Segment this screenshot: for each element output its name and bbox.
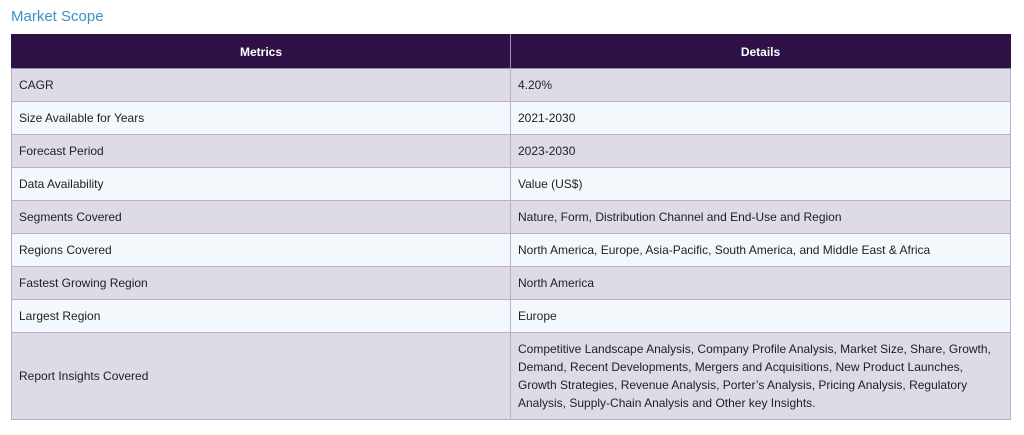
market-scope-table: Metrics Details CAGR 4.20% Size Availabl… <box>11 34 1011 420</box>
detail-cell: 2021-2030 <box>510 101 1011 135</box>
detail-cell: Competitive Landscape Analysis, Company … <box>510 332 1011 420</box>
table-row: Segments Covered Nature, Form, Distribut… <box>11 200 1011 234</box>
metric-cell: Segments Covered <box>11 200 511 234</box>
table-row: Largest Region Europe <box>11 299 1011 333</box>
metric-cell: Regions Covered <box>11 233 511 267</box>
table-row: CAGR 4.20% <box>11 68 1011 102</box>
detail-cell: North America <box>510 266 1011 300</box>
metric-cell: Data Availability <box>11 167 511 201</box>
metric-cell: Size Available for Years <box>11 101 511 135</box>
detail-cell: Value (US$) <box>510 167 1011 201</box>
table-row: Regions Covered North America, Europe, A… <box>11 233 1011 267</box>
column-header-metrics: Metrics <box>11 34 511 69</box>
section-title: Market Scope <box>11 8 104 25</box>
detail-cell: Europe <box>510 299 1011 333</box>
table-row: Size Available for Years 2021-2030 <box>11 101 1011 135</box>
table-row: Report Insights Covered Competitive Land… <box>11 332 1011 420</box>
table-row: Fastest Growing Region North America <box>11 266 1011 300</box>
detail-cell: 2023-2030 <box>510 134 1011 168</box>
metric-cell: CAGR <box>11 68 511 102</box>
metric-cell: Forecast Period <box>11 134 511 168</box>
column-header-details: Details <box>510 34 1011 69</box>
table-row: Data Availability Value (US$) <box>11 167 1011 201</box>
detail-cell: 4.20% <box>510 68 1011 102</box>
table-header-row: Metrics Details <box>11 34 1011 69</box>
table-row: Forecast Period 2023-2030 <box>11 134 1011 168</box>
detail-cell: Nature, Form, Distribution Channel and E… <box>510 200 1011 234</box>
detail-cell: North America, Europe, Asia-Pacific, Sou… <box>510 233 1011 267</box>
metric-cell: Report Insights Covered <box>11 332 511 420</box>
metric-cell: Largest Region <box>11 299 511 333</box>
metric-cell: Fastest Growing Region <box>11 266 511 300</box>
